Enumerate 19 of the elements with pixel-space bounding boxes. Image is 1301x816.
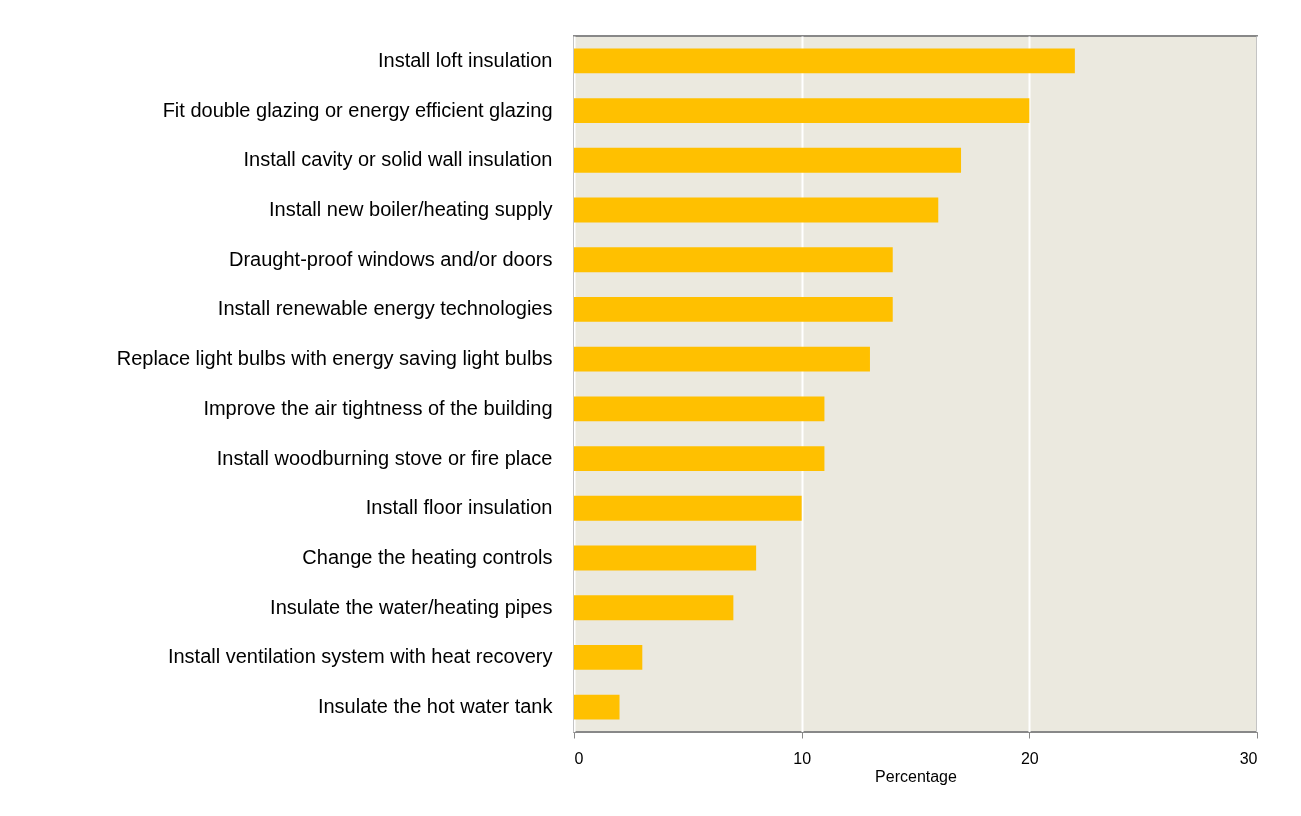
y-tick-label: Insulate the water/heating pipes	[270, 595, 553, 618]
x-tick-label: 0	[574, 749, 584, 767]
y-tick-label: Install cavity or solid wall insulation	[243, 148, 553, 171]
y-tick-label: Install ventilation system with heat recovery	[167, 645, 553, 668]
y-tick-label: Insulate the hot water tank	[317, 695, 554, 718]
x-tick-label: 20	[1020, 749, 1039, 767]
x-tick-label: 10	[793, 749, 812, 767]
y-tick-label: Improve the air tightness of the building	[203, 396, 553, 419]
y-tick-label: Fit double glazing or energy efficient glazing	[162, 98, 553, 121]
y-tick-label: Replace light bulbs with energy saving light bulbs	[116, 347, 553, 370]
y-tick-label: Change the heating controls	[302, 546, 553, 568]
y-tick-label: Install floor insulation	[365, 496, 553, 519]
y-tick-label: Install woodburning stove or fire place	[216, 446, 553, 469]
x-axis-title: Percentage	[875, 767, 958, 785]
y-tick-label: Install renewable energy technologies	[217, 297, 553, 320]
y-tick-label: Install loft insulation	[377, 48, 553, 71]
x-tick-label: 30	[1239, 749, 1258, 767]
y-tick-label: Install new boiler/heating supply	[268, 198, 553, 220]
y-tick-label: Draught-proof windows and/or doors	[228, 247, 553, 270]
